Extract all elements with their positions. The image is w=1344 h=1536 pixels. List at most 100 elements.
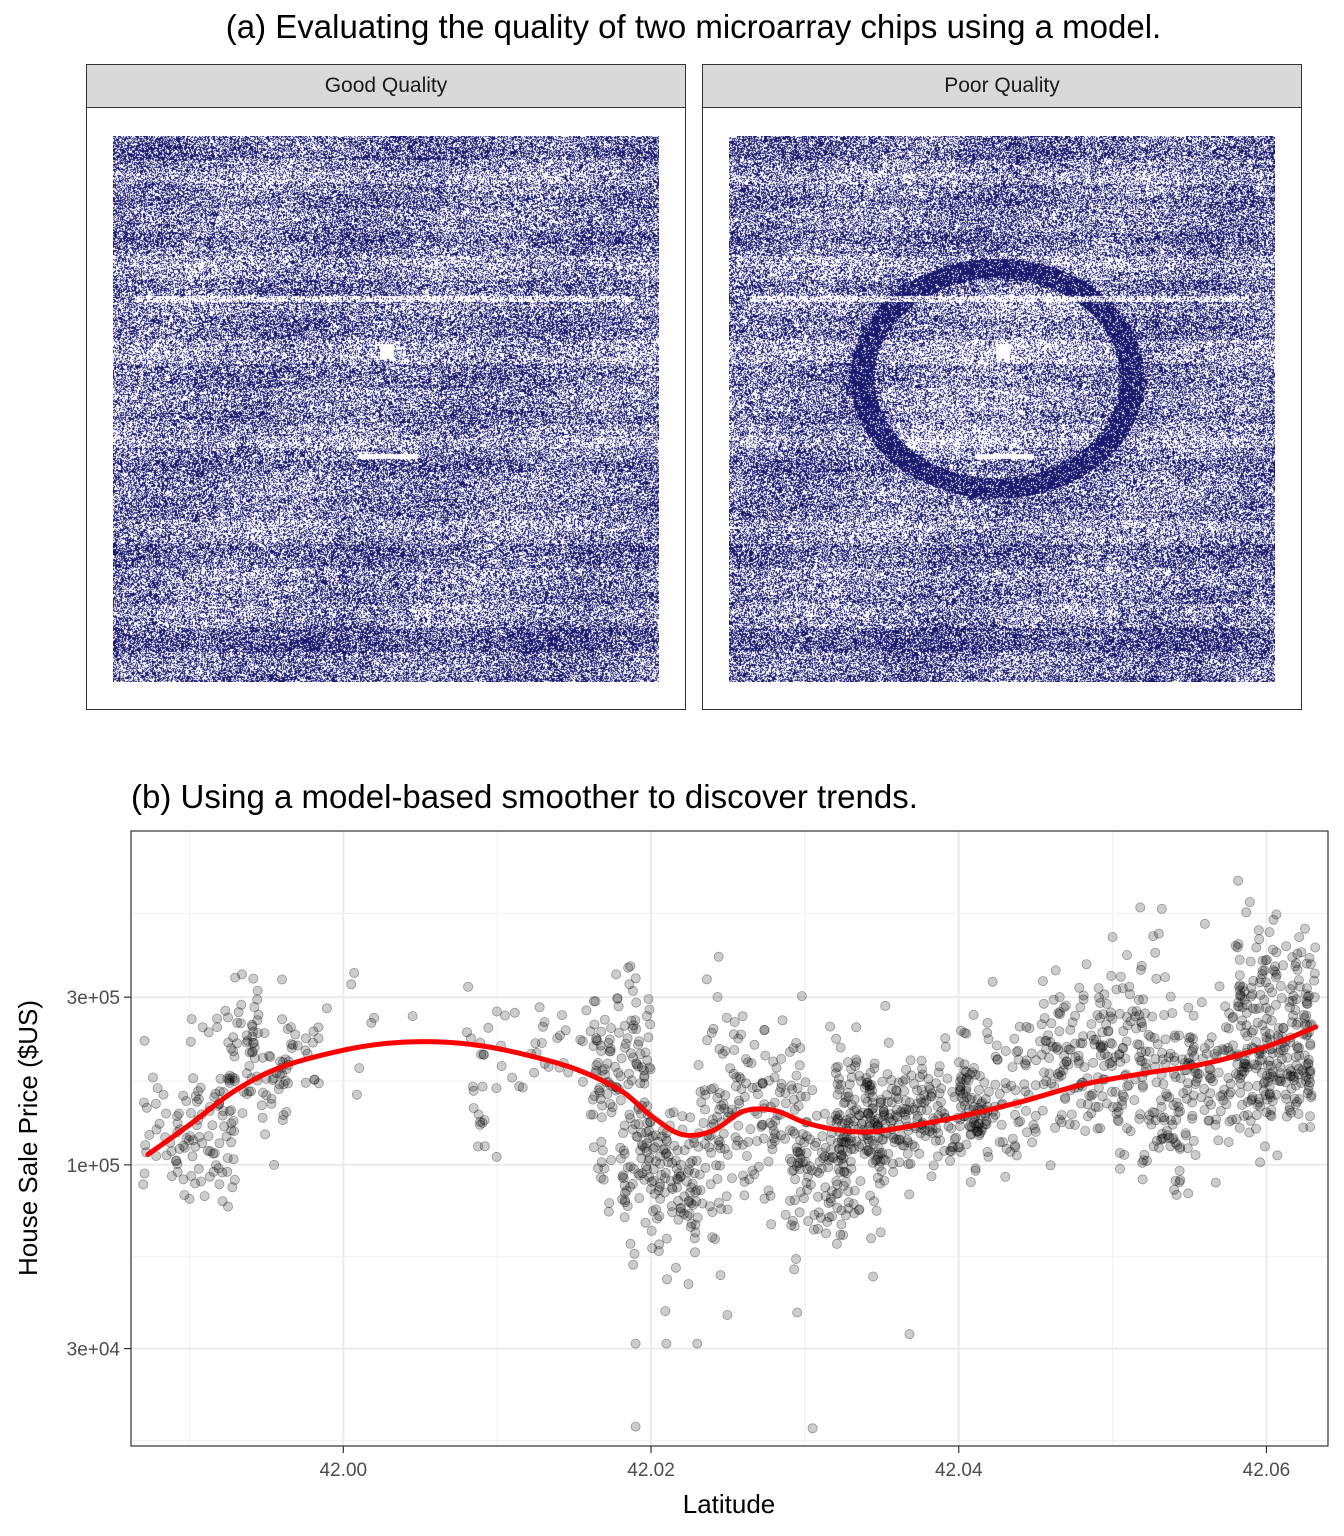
scatter-point bbox=[781, 1089, 790, 1098]
scatter-point bbox=[631, 1422, 640, 1431]
scatter-point bbox=[1166, 992, 1175, 1001]
scatter-point bbox=[589, 1041, 598, 1050]
scatter-point bbox=[701, 1163, 710, 1172]
scatter-point bbox=[1011, 1086, 1020, 1095]
scatter-point bbox=[1211, 1178, 1220, 1187]
scatter-point bbox=[1298, 1066, 1307, 1075]
scatter-point bbox=[1075, 983, 1084, 992]
scatter-point bbox=[626, 1049, 635, 1058]
scatter-point bbox=[656, 1194, 665, 1203]
scatter-point bbox=[1254, 926, 1263, 935]
scatter-point bbox=[1107, 1039, 1116, 1048]
scatter-point bbox=[797, 992, 806, 1001]
scatter-point bbox=[260, 1029, 269, 1038]
scatter-point bbox=[301, 1046, 310, 1055]
scatter-point bbox=[847, 1064, 856, 1073]
scatter-point bbox=[196, 1083, 205, 1092]
scatter-point bbox=[1163, 1131, 1172, 1140]
scatter-point bbox=[969, 1010, 978, 1019]
scatter-point bbox=[1055, 1027, 1064, 1036]
scatter-point bbox=[1028, 1138, 1037, 1147]
scatter-point bbox=[855, 1111, 864, 1120]
scatter-point bbox=[1295, 933, 1304, 942]
scatter-point bbox=[900, 1087, 909, 1096]
scatter-point bbox=[877, 1167, 886, 1176]
scatter-point bbox=[640, 1175, 649, 1184]
scatter-point bbox=[1158, 1055, 1167, 1064]
scatter-point bbox=[679, 1209, 688, 1218]
scatter-point bbox=[586, 1110, 595, 1119]
scatter-point bbox=[732, 1141, 741, 1150]
x-axis-title: Latitude bbox=[683, 1489, 776, 1519]
scatter-point bbox=[477, 1050, 486, 1059]
scatter-point bbox=[984, 1087, 993, 1096]
scatter-point bbox=[1215, 982, 1224, 991]
scatter-point bbox=[1274, 1048, 1283, 1057]
scatter-point bbox=[274, 1085, 283, 1094]
scatter-point bbox=[887, 1076, 896, 1085]
scatter-point bbox=[917, 1056, 926, 1065]
scatter-point bbox=[781, 1099, 790, 1108]
scatter-point bbox=[1139, 995, 1148, 1004]
scatter-point bbox=[676, 1172, 685, 1181]
scatter-point bbox=[1081, 1126, 1090, 1135]
scatter-point bbox=[223, 1013, 232, 1022]
scatter-point bbox=[605, 1199, 614, 1208]
scatter-point bbox=[350, 968, 359, 977]
scatter-point bbox=[770, 1098, 779, 1107]
scatter-point bbox=[1094, 1102, 1103, 1111]
scatter-point bbox=[1307, 1091, 1316, 1100]
scatter-point bbox=[1119, 1092, 1128, 1101]
scatter-point bbox=[223, 1202, 232, 1211]
scatter-point bbox=[1021, 1087, 1030, 1096]
scatter-point bbox=[141, 1141, 150, 1150]
scatter-point bbox=[993, 1055, 1002, 1064]
scatter-point bbox=[719, 1129, 728, 1138]
scatter-point bbox=[1125, 982, 1134, 991]
scatter-point bbox=[1206, 1074, 1215, 1083]
scatter-point bbox=[1293, 949, 1302, 958]
scatter-point bbox=[1031, 1127, 1040, 1136]
scatter-point bbox=[301, 1078, 310, 1087]
scatter-point bbox=[253, 995, 262, 1004]
scatter-point bbox=[715, 1089, 724, 1098]
scatter-point bbox=[824, 1163, 833, 1172]
scatter-point bbox=[1160, 1116, 1169, 1125]
scatter-point bbox=[933, 1152, 942, 1161]
scatter-point bbox=[1237, 1070, 1246, 1079]
scatter-point bbox=[1304, 1055, 1313, 1064]
scatter-point bbox=[983, 1018, 992, 1027]
scatter-point bbox=[716, 1271, 725, 1280]
scatter-point bbox=[270, 1160, 279, 1169]
scatter-point bbox=[631, 974, 640, 983]
scatter-point bbox=[1010, 1110, 1019, 1119]
scatter-point bbox=[607, 1024, 616, 1033]
scatter-point bbox=[179, 1091, 188, 1100]
scatter-point bbox=[1207, 1033, 1216, 1042]
scatter-point bbox=[1306, 1041, 1315, 1050]
scatter-point bbox=[839, 1154, 848, 1163]
scatter-point bbox=[1114, 1107, 1123, 1116]
scatter-point bbox=[1123, 1082, 1132, 1091]
scatter-point bbox=[598, 1146, 607, 1155]
scatter-point bbox=[243, 1036, 252, 1045]
x-tick-label: 42.02 bbox=[627, 1460, 675, 1481]
scatter-point bbox=[1260, 1142, 1269, 1151]
scatter-point bbox=[480, 1142, 489, 1151]
scatter-point bbox=[1115, 1050, 1124, 1059]
scatter-point bbox=[1130, 1096, 1139, 1105]
scatter-point bbox=[983, 1028, 992, 1037]
scatter-point bbox=[1231, 941, 1240, 950]
scatter-point bbox=[876, 1228, 885, 1237]
scatter-point bbox=[661, 1168, 670, 1177]
scatter-point bbox=[945, 1156, 954, 1165]
scatter-point bbox=[1170, 1185, 1179, 1194]
scatter-point bbox=[1285, 1003, 1294, 1012]
scatter-point bbox=[1302, 984, 1311, 993]
scatter-point bbox=[713, 1174, 722, 1183]
scatter-point bbox=[730, 1017, 739, 1026]
scatter-point bbox=[616, 1143, 625, 1152]
scatter-point bbox=[578, 1077, 587, 1086]
scatter-point bbox=[1252, 1064, 1261, 1073]
scatter-point bbox=[647, 1226, 656, 1235]
